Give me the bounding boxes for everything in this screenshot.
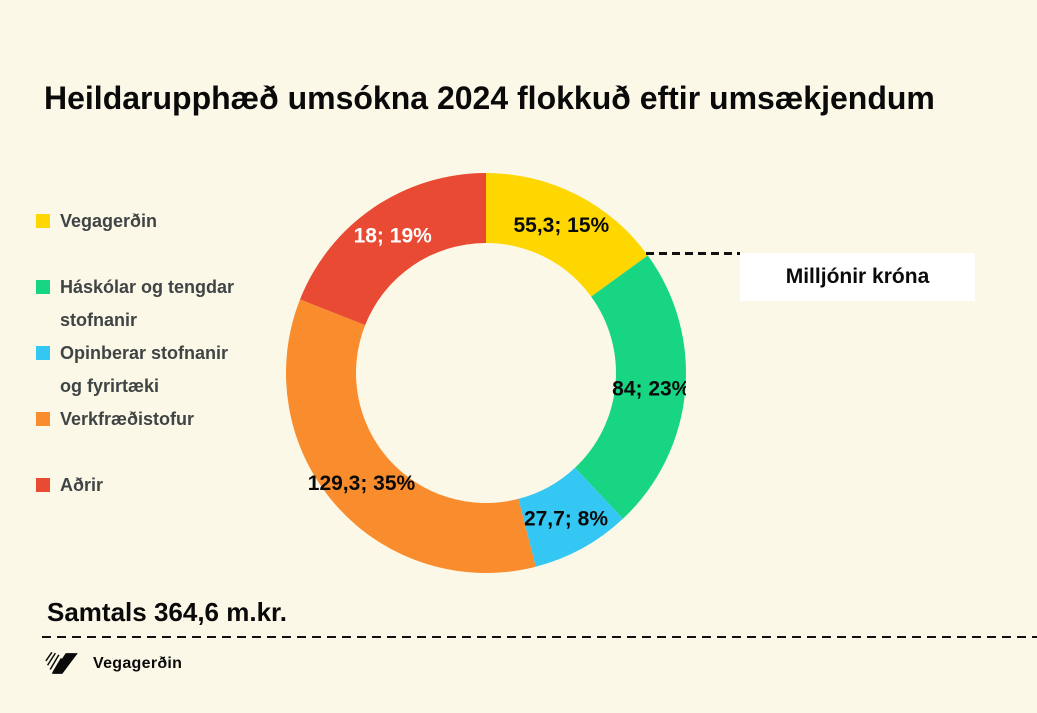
donut-slice-4 [300,173,486,326]
callout-connector-line [646,252,740,255]
legend-item-label: Vegagerðin [60,211,158,231]
legend-item: Aðrir [36,469,103,502]
slice-label: 84; 23% [612,378,686,401]
legend-marker [36,412,50,426]
donut-slice-3 [286,299,536,573]
vegagerdin-logo-icon [45,651,78,674]
donut-slice-0 [486,173,648,297]
legend-item-label: Háskólar og tengdar stofnanir [60,277,235,330]
slice-label: 18; 19% [354,225,433,248]
donut-chart: 55,3; 15% 84; 23% 27,7; 8% 129,3; 35% 18; 19… [286,173,686,573]
legend-item: Verkfræðistofur [36,403,194,436]
total-label: Samtals 364,6 m.kr. [47,597,287,627]
unit-callout-box: Milljónir króna [740,253,975,301]
legend-item-label: Verkfræðistofur [60,409,195,429]
legend-marker [36,214,50,228]
slice-label: 55,3; 15% [513,214,609,237]
legend-marker [36,280,50,294]
legend-marker [36,346,50,360]
legend-item: Vegagerðin [36,205,157,238]
legend-item-label: Opinberar stofnanir og fyrirtæki [60,343,229,396]
legend-item: Háskólar og tengdar stofnanir [36,271,234,337]
unit-callout-label: Milljónir króna [785,265,930,288]
donut-slice-2 [518,467,623,567]
legend-item: Opinberar stofnanir og fyrirtæki [36,337,228,403]
slice-label: 129,3; 35% [308,472,416,495]
donut-slice-1 [574,255,686,519]
vegagerdin-logo: Vegagerðin [45,650,182,677]
slice-label: 27,7; 8% [524,507,608,530]
legend-item-label: Aðrir [60,475,104,495]
footer-divider [42,636,1037,638]
chart-title: Heildarupphæð umsókna 2024 flokkuð eftir… [44,80,935,116]
vegagerdin-logo-text: Vegagerðin [93,654,183,672]
legend-marker [36,478,50,492]
